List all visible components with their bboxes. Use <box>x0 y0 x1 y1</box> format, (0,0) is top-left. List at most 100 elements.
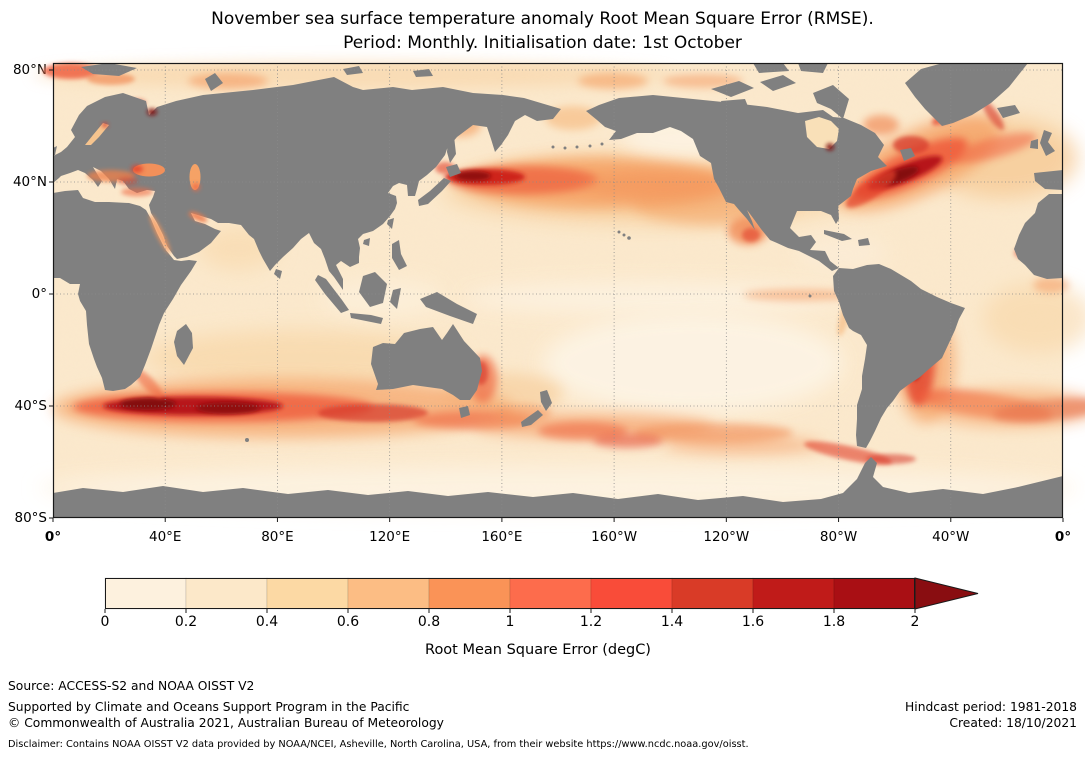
island-honshu <box>418 178 451 206</box>
baltic-sea <box>85 123 109 145</box>
agulhas-coast <box>133 368 163 398</box>
chart-title-line2: Period: Monthly. Initialisation date: 1s… <box>343 33 742 53</box>
persian-gulf-red <box>188 211 208 223</box>
colorbar-tick-label: 0.2 <box>174 614 198 630</box>
y-tick-label: 80°S <box>14 510 48 526</box>
colorbar-tick-label: 1.8 <box>822 614 846 630</box>
islands-aleutian-3 <box>575 145 579 149</box>
island-tasmania <box>459 406 470 418</box>
kuroshio-dark <box>455 171 491 181</box>
x-tick-label: 120°W <box>703 529 750 545</box>
island-svalbard <box>81 63 137 76</box>
chart-title-line1: November sea surface temperature anomaly… <box>211 9 874 29</box>
kuroshio-east <box>583 171 743 199</box>
colorbar-outline <box>105 578 915 609</box>
footer-supported: Supported by Climate and Oceans Support … <box>8 700 410 714</box>
islands-aleutian-4 <box>588 144 592 148</box>
islands-aleutian-1 <box>551 145 555 149</box>
colorbar-segment <box>509 577 592 610</box>
island-taiwan <box>387 218 394 229</box>
nz-south <box>495 404 551 422</box>
footer-hindcast-period: Hindcast period: 1981-2018 <box>905 700 1077 714</box>
island-sakhalin <box>447 136 456 163</box>
x-tick-label: 160°W <box>591 529 638 545</box>
colorbar-over-arrow <box>914 577 979 610</box>
colorbar-tick-label: 1.2 <box>579 614 603 630</box>
colorbar-segment <box>752 577 835 610</box>
med-red <box>118 177 138 185</box>
hudson-james-bay-spot <box>826 143 834 151</box>
island-hokkaido <box>446 164 461 177</box>
x-tick-label: 80°E <box>261 529 294 545</box>
colorbar-segment <box>104 577 187 610</box>
colorbar-tick-label: 1.4 <box>660 614 684 630</box>
colorbar-segment <box>266 577 349 610</box>
map-border <box>52 62 1064 519</box>
agulhas-dark-2 <box>196 402 260 414</box>
natl-mid-red <box>949 132 1037 164</box>
colorbar-tick-label: 0.6 <box>336 614 360 630</box>
guinea-tint <box>1033 277 1069 293</box>
nz-east-2 <box>593 434 663 448</box>
labrador-orange <box>863 115 899 135</box>
bering-tan <box>545 106 601 130</box>
barents-orange <box>87 73 135 85</box>
inland-seas <box>85 117 839 190</box>
footer-copyright: © Commonwealth of Australia 2021, Austra… <box>8 716 444 730</box>
island-kerguelen <box>245 438 249 442</box>
eq-east-pacific <box>743 289 853 301</box>
colorbar-tick-label: 2 <box>910 614 920 630</box>
island-madagascar <box>174 324 193 365</box>
island-baffin <box>813 85 849 119</box>
colorbar <box>104 577 979 613</box>
arctic-tan <box>33 61 673 89</box>
island-borneo <box>359 272 387 307</box>
chart-title: November sea surface temperature anomaly… <box>0 7 1085 55</box>
island-java <box>350 313 383 324</box>
axis-tick-marks <box>49 69 1064 522</box>
drake-red-2 <box>866 454 916 464</box>
island-new-siberian <box>413 69 433 77</box>
black-sea-red <box>131 165 143 173</box>
islands-canadian-arctic-3 <box>721 99 749 111</box>
islands-aleutian-2 <box>563 146 567 150</box>
island-severnaya <box>343 66 363 75</box>
se-pacific-pale <box>543 313 843 413</box>
land-south-america <box>833 264 965 448</box>
agulhas-dark-1 <box>120 398 176 410</box>
greenland-se-red <box>981 99 1005 131</box>
baltic-red-spot <box>102 122 108 128</box>
island-nz-south <box>521 410 543 427</box>
white-sea-dark-spot <box>147 108 157 116</box>
gulf-stream-coastal <box>845 170 897 208</box>
island-sri-lanka <box>274 269 282 279</box>
islands-hawaii-2 <box>622 233 626 237</box>
world-map <box>33 61 1085 522</box>
land-iberia <box>1034 170 1063 190</box>
land-nw-africa <box>1014 194 1063 279</box>
red-sea-tint <box>149 214 171 254</box>
island-sumatra <box>315 275 349 313</box>
islands-aleutian-5 <box>600 142 604 146</box>
island-ellesmere-1 <box>753 63 789 73</box>
hudson-bay <box>805 117 839 149</box>
colorbar-tick-label: 0 <box>100 614 110 630</box>
nz-east-1 <box>538 422 628 440</box>
spac-acc-band <box>663 436 823 454</box>
agulhas-east-1 <box>318 404 428 422</box>
footer-source: Source: ACCESS-S2 and NOAA OISST V2 <box>8 679 255 693</box>
land-australia <box>371 324 482 400</box>
land-eurasia <box>53 77 561 290</box>
x-tick-label: 120°E <box>369 529 411 545</box>
footer-created-date: Created: 18/10/2021 <box>949 716 1077 730</box>
islands-canadian-arctic-2 <box>760 75 796 91</box>
colorbar-tick-label: 1.6 <box>741 614 765 630</box>
colorbar-segment <box>185 577 268 610</box>
beaufort-orange <box>663 74 743 88</box>
island-iceland <box>997 105 1020 118</box>
x-tick-label: 40°W <box>932 529 970 545</box>
colorbar-segment <box>833 577 916 610</box>
island-hispaniola <box>858 238 870 246</box>
islands-hawaii-1 <box>617 230 621 234</box>
kara-orange <box>188 73 268 89</box>
